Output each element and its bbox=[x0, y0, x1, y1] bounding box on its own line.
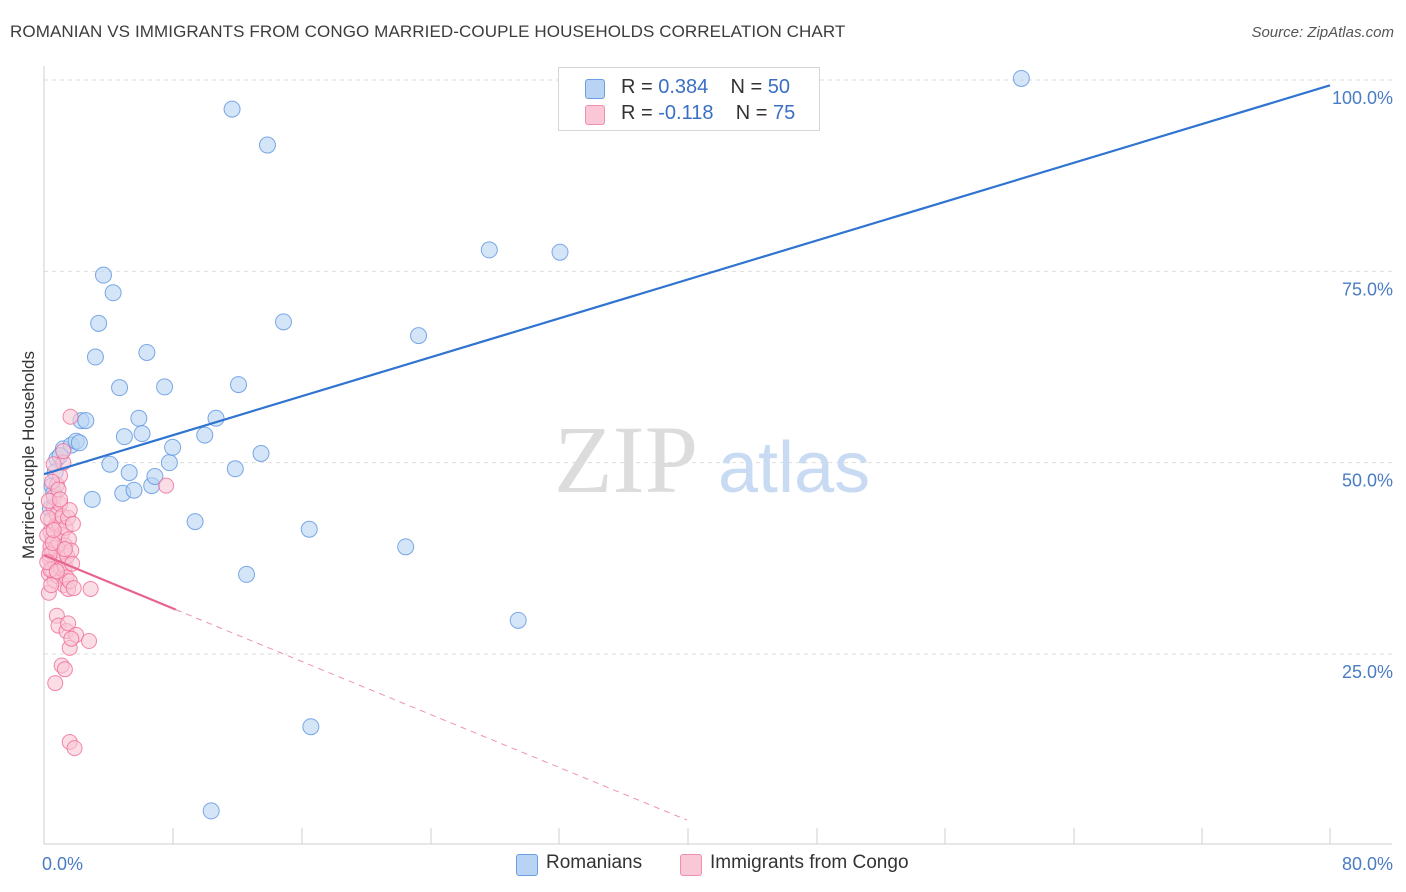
data-point bbox=[1012, 69, 1030, 87]
trend-line bbox=[43, 84, 1331, 476]
data-point bbox=[509, 611, 527, 629]
series-swatch-romanians bbox=[516, 854, 538, 876]
data-point bbox=[186, 513, 204, 531]
watermark-zip: ZIP bbox=[554, 406, 698, 513]
data-point bbox=[202, 802, 220, 820]
data-point bbox=[62, 408, 79, 425]
data-point bbox=[64, 515, 81, 532]
data-point bbox=[104, 284, 122, 302]
data-point bbox=[55, 443, 72, 460]
series-label-congo: Immigrants from Congo bbox=[710, 852, 909, 873]
legend-n-label: N = bbox=[735, 102, 773, 124]
watermark: ZIP atlas bbox=[554, 406, 870, 513]
trend-line-extension bbox=[175, 609, 688, 821]
data-point bbox=[48, 563, 65, 580]
data-point bbox=[60, 615, 77, 632]
chart-title: ROMANIAN VS IMMIGRANTS FROM CONGO MARRIE… bbox=[10, 22, 846, 41]
y-axis-label: Married-couple Households bbox=[19, 351, 38, 559]
data-point bbox=[158, 477, 175, 494]
data-point bbox=[252, 444, 270, 462]
watermark-atlas: atlas bbox=[718, 428, 870, 508]
data-point bbox=[77, 412, 95, 430]
legend-n-label: N = bbox=[730, 76, 768, 98]
legend-swatch-congo bbox=[585, 105, 605, 125]
legend-r-label: R = bbox=[621, 102, 659, 124]
data-point bbox=[43, 577, 60, 594]
source-label: Source: ZipAtlas.com bbox=[1251, 24, 1394, 41]
series-legend: Romanians Immigrants from Congo bbox=[0, 852, 1406, 878]
data-point bbox=[130, 409, 148, 427]
series-label-romanians: Romanians bbox=[546, 852, 643, 873]
data-point bbox=[300, 520, 318, 538]
data-point bbox=[410, 327, 428, 345]
data-point bbox=[397, 538, 415, 556]
data-point bbox=[56, 661, 73, 678]
y-tick-label: 75.0% bbox=[1342, 279, 1393, 299]
data-point bbox=[83, 490, 101, 508]
legend-n-value: 75 bbox=[772, 102, 796, 124]
data-point bbox=[133, 425, 151, 443]
data-point bbox=[138, 343, 156, 361]
data-point bbox=[111, 379, 129, 397]
data-point bbox=[65, 580, 82, 597]
data-point bbox=[302, 718, 320, 736]
data-point bbox=[226, 460, 244, 478]
data-point bbox=[146, 467, 164, 485]
tick-labels: 25.0% 50.0% 75.0% 100.0% 0.0% 80.0% bbox=[42, 88, 1393, 874]
data-point bbox=[480, 241, 498, 259]
data-point bbox=[90, 314, 108, 332]
trend-lines bbox=[43, 84, 1331, 821]
data-point bbox=[120, 464, 138, 482]
data-point bbox=[45, 522, 62, 539]
legend-r-label: R = bbox=[621, 76, 659, 98]
y-tick-label: 25.0% bbox=[1342, 662, 1393, 682]
data-point bbox=[160, 454, 178, 472]
stats-legend: R = 0.384 N = 50 R = -0.118 N = 75 bbox=[558, 67, 820, 131]
y-tick-label: 100.0% bbox=[1332, 88, 1393, 108]
data-points bbox=[39, 69, 1030, 820]
data-point bbox=[223, 100, 241, 118]
series-romanians bbox=[41, 69, 1030, 820]
data-point bbox=[230, 376, 248, 394]
data-point bbox=[258, 136, 276, 154]
legend-r-value: -0.118 bbox=[658, 102, 714, 124]
data-point bbox=[86, 348, 104, 366]
x-tick-label: 0.0% bbox=[42, 854, 83, 874]
data-point bbox=[52, 491, 69, 508]
data-point bbox=[56, 541, 73, 558]
data-point bbox=[115, 428, 133, 446]
x-tick-label: 80.0% bbox=[1342, 854, 1393, 874]
data-point bbox=[70, 434, 88, 452]
y-tick-label: 50.0% bbox=[1342, 471, 1393, 491]
data-point bbox=[66, 740, 83, 757]
data-point bbox=[238, 565, 256, 583]
data-point bbox=[164, 438, 182, 456]
data-point bbox=[94, 266, 112, 284]
legend-n-value: 50 bbox=[767, 76, 791, 98]
legend-swatch-romanians bbox=[585, 79, 605, 99]
axes bbox=[43, 66, 1392, 845]
data-point bbox=[47, 675, 64, 692]
data-point bbox=[63, 630, 80, 647]
data-point bbox=[125, 481, 143, 499]
data-point bbox=[82, 580, 99, 597]
data-point bbox=[156, 378, 174, 396]
series-swatch-congo bbox=[680, 854, 702, 876]
data-point bbox=[275, 313, 293, 331]
data-point bbox=[101, 455, 119, 473]
series-congo bbox=[39, 408, 175, 757]
legend-r-value: 0.384 bbox=[658, 76, 709, 98]
data-point bbox=[196, 426, 214, 444]
trend-line bbox=[43, 554, 177, 611]
data-point bbox=[81, 632, 98, 649]
data-point bbox=[551, 243, 569, 261]
